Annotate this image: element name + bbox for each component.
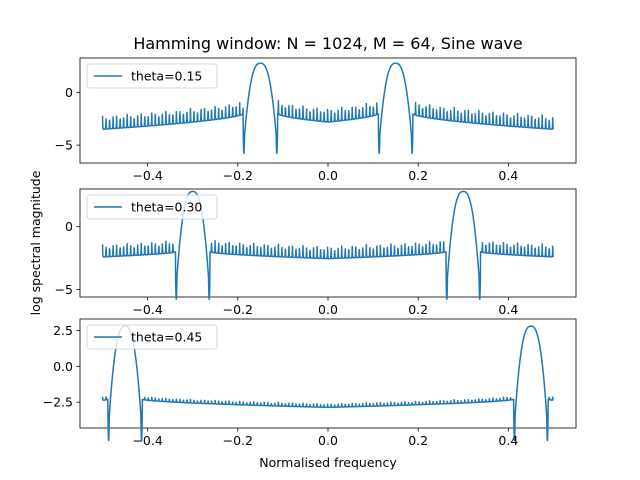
subplot-2: −0.4 −0.2 0.0 0.2 0.4 0 −5 theta=0.30 <box>55 188 577 317</box>
y-tick-label: −5 <box>55 282 73 297</box>
y-tick-label: 0 <box>65 219 73 234</box>
x-tick-label: −0.2 <box>223 168 253 183</box>
y-axis-label: log spectral magnitude <box>28 170 43 315</box>
legend-box <box>86 194 218 220</box>
series-line-theta=0.45 <box>101 325 555 442</box>
x-tick-label: 0.4 <box>498 168 518 183</box>
y-tick-label: −2.5 <box>43 395 73 410</box>
legend-box <box>86 63 218 89</box>
x-axis-label: Normalised frequency <box>259 455 397 470</box>
series-line-theta=0.15 <box>101 62 555 155</box>
legend-label: theta=0.45 <box>131 330 202 345</box>
x-tick-label: 0.4 <box>498 433 518 448</box>
x-tick-label: 0.0 <box>318 168 338 183</box>
legend: theta=0.15 <box>86 63 218 89</box>
y-tick-label: 0 <box>65 85 73 100</box>
series-line-theta=0.30 <box>101 190 555 300</box>
legend: theta=0.45 <box>86 324 218 350</box>
subplots: −0.4 −0.2 0.0 0.2 0.4 0 −5 theta=0.15 −0.4 −0.2 0.… <box>43 57 577 448</box>
x-tick-label: −0.4 <box>132 302 162 317</box>
x-tick-label: 0.2 <box>408 433 428 448</box>
legend-label: theta=0.15 <box>131 69 202 84</box>
legend: theta=0.30 <box>86 194 218 220</box>
x-tick-label: −0.2 <box>223 302 253 317</box>
subplot-1: −0.4 −0.2 0.0 0.2 0.4 0 −5 theta=0.15 <box>55 57 577 183</box>
x-tick-label: 0.0 <box>318 302 338 317</box>
x-tick-label: 0.4 <box>498 302 518 317</box>
x-tick-label: 0.2 <box>408 168 428 183</box>
x-tick-label: −0.4 <box>132 168 162 183</box>
subplot-3: −0.4 −0.2 0.0 0.2 0.4 2.5 0.0 −2.5 theta=0.45 <box>43 318 577 448</box>
x-tick-label: 0.0 <box>318 433 338 448</box>
legend-box <box>86 324 218 350</box>
x-tick-label: −0.4 <box>132 433 162 448</box>
figure-title: Hamming window: N = 1024, M = 64, Sine w… <box>133 34 522 53</box>
legend-label: theta=0.30 <box>131 200 202 215</box>
x-tick-label: 0.2 <box>408 302 428 317</box>
y-tick-label: −5 <box>55 138 73 153</box>
x-tick-label: −0.2 <box>223 433 253 448</box>
y-tick-label: 2.5 <box>53 323 73 338</box>
y-tick-label: 0.0 <box>53 359 73 374</box>
